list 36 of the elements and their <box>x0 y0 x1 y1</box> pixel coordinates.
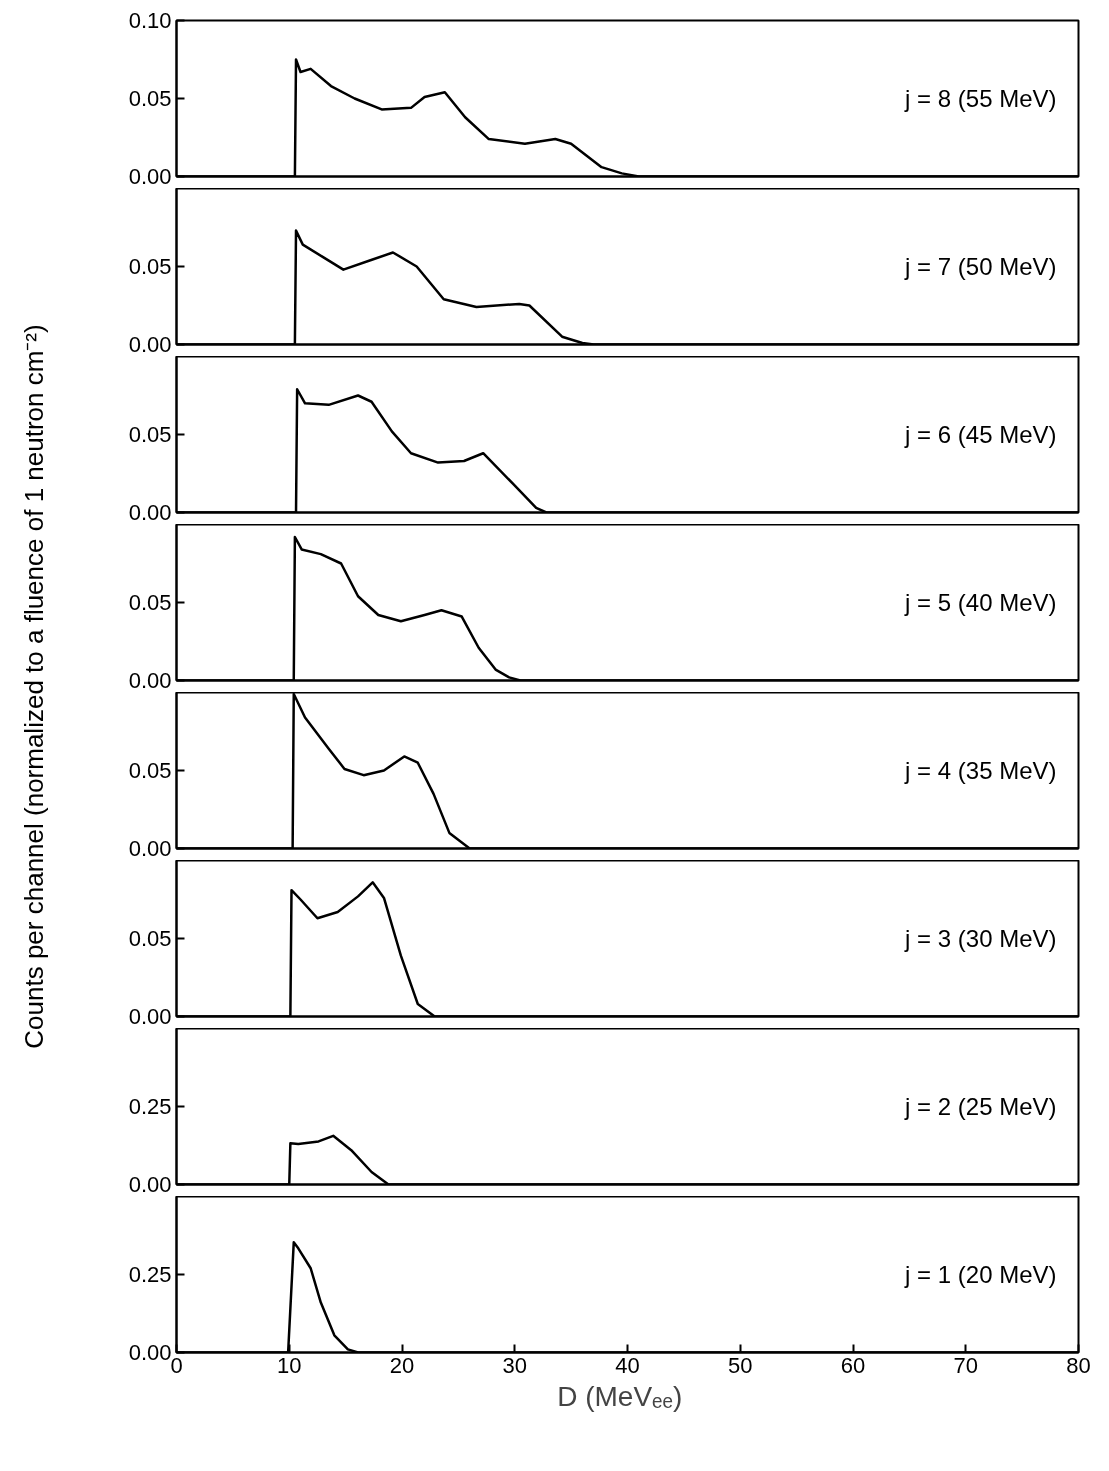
x-tick-label: 60 <box>840 1352 866 1378</box>
annotation: j = 5 (40 MeV) <box>904 589 1057 616</box>
y-tick-label: 0.00 <box>128 500 172 525</box>
x-tick-label: 30 <box>502 1352 527 1378</box>
y-tick-label: 0.25 <box>128 1094 172 1119</box>
y-tick-label: 0.00 <box>128 164 172 189</box>
annotation: j = 1 (20 MeV) <box>904 1261 1057 1288</box>
y-tick-label: 0.00 <box>128 332 172 357</box>
x-tick-label: 40 <box>615 1352 640 1378</box>
x-tick-label: 10 <box>277 1352 302 1378</box>
x-tick-label: 70 <box>953 1352 978 1378</box>
y-axis-title: Counts per channel (normalized to a fluence of 1 neutron cm⁻²) <box>18 324 49 1049</box>
y-tick-label: 0.00 <box>128 1004 172 1029</box>
y-tick-label: 0.10 <box>128 8 172 33</box>
annotation: j = 2 (25 MeV) <box>904 1093 1057 1120</box>
annotation: j = 6 (45 MeV) <box>904 421 1057 448</box>
x-tick-label: 50 <box>728 1352 753 1378</box>
y-tick-label: 0.05 <box>128 254 172 279</box>
annotation: j = 3 (30 MeV) <box>904 925 1057 952</box>
y-tick-label: 0.00 <box>128 836 172 861</box>
annotation: j = 8 (55 MeV) <box>904 85 1057 112</box>
x-tick-label: 0 <box>170 1352 183 1378</box>
x-tick-label: 20 <box>389 1352 415 1378</box>
y-tick-label: 0.05 <box>128 590 172 615</box>
y-tick-label: 0.00 <box>128 1340 172 1365</box>
annotation: j = 7 (50 MeV) <box>904 253 1057 280</box>
y-tick-label: 0.05 <box>128 86 172 111</box>
y-tick-label: 0.25 <box>128 1262 172 1287</box>
y-tick-label: 0.05 <box>128 758 172 783</box>
y-tick-label: 0.05 <box>128 422 172 447</box>
y-tick-label: 0.05 <box>128 926 172 951</box>
y-tick-label: 0.00 <box>128 668 172 693</box>
annotation: j = 4 (35 MeV) <box>904 757 1057 784</box>
y-tick-label: 0.00 <box>128 1172 172 1197</box>
x-axis-title: D (MeVₑₑ) <box>557 1380 683 1412</box>
x-tick-label: 80 <box>1066 1352 1091 1378</box>
